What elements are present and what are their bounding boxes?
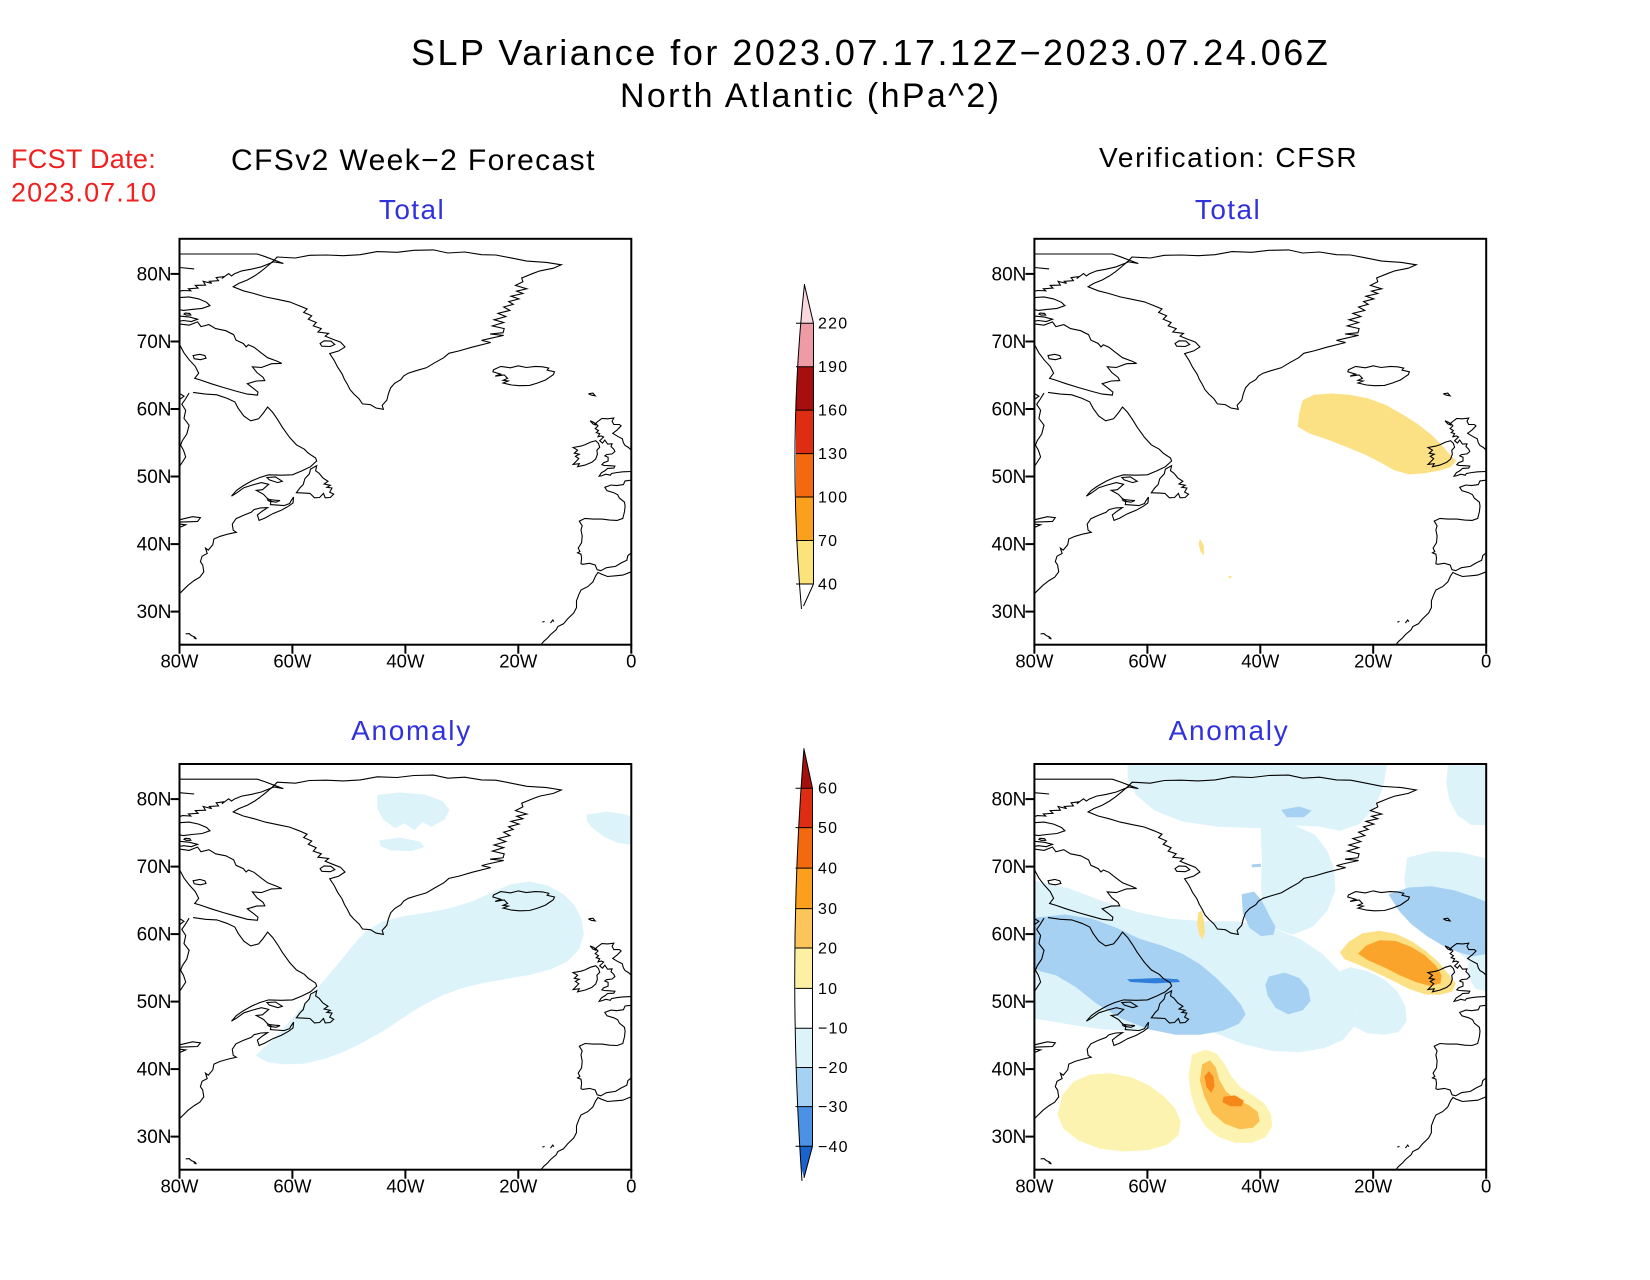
- svg-text:160: 160: [818, 403, 848, 420]
- svg-text:70N: 70N: [992, 857, 1027, 878]
- svg-text:20: 20: [818, 941, 838, 958]
- svg-text:70N: 70N: [137, 332, 172, 353]
- svg-text:60W: 60W: [1128, 651, 1167, 672]
- svg-text:0: 0: [1481, 1176, 1491, 1197]
- svg-text:60N: 60N: [992, 925, 1027, 946]
- svg-text:60W: 60W: [273, 1176, 312, 1197]
- svg-text:80N: 80N: [992, 264, 1027, 285]
- svg-text:40: 40: [818, 577, 838, 594]
- svg-text:80W: 80W: [1015, 1176, 1054, 1197]
- svg-text:60: 60: [818, 781, 838, 798]
- svg-text:40: 40: [818, 861, 838, 878]
- svg-text:50: 50: [818, 820, 838, 837]
- svg-text:40W: 40W: [1241, 651, 1280, 672]
- svg-text:−30: −30: [818, 1099, 849, 1116]
- svg-text:100: 100: [818, 490, 848, 507]
- svg-text:50N: 50N: [992, 467, 1027, 488]
- svg-text:220: 220: [818, 316, 848, 333]
- svg-text:20W: 20W: [499, 651, 538, 672]
- svg-text:Total: Total: [379, 194, 445, 225]
- svg-text:40N: 40N: [992, 1060, 1027, 1081]
- svg-text:70N: 70N: [992, 332, 1027, 353]
- svg-text:40W: 40W: [386, 651, 425, 672]
- svg-text:80N: 80N: [992, 790, 1027, 811]
- svg-text:30N: 30N: [137, 602, 172, 623]
- svg-text:190: 190: [818, 359, 848, 376]
- svg-text:80W: 80W: [160, 651, 199, 672]
- svg-text:60N: 60N: [137, 400, 172, 421]
- svg-text:40W: 40W: [1241, 1176, 1280, 1197]
- svg-text:0: 0: [626, 1176, 636, 1197]
- svg-text:80W: 80W: [1015, 651, 1054, 672]
- svg-text:10: 10: [818, 981, 838, 998]
- svg-text:50N: 50N: [992, 992, 1027, 1013]
- svg-text:50N: 50N: [137, 467, 172, 488]
- svg-text:Verification: CFSR: Verification: CFSR: [1099, 142, 1358, 173]
- svg-text:80W: 80W: [160, 1176, 199, 1197]
- svg-text:30N: 30N: [992, 602, 1027, 623]
- svg-text:−40: −40: [818, 1139, 849, 1156]
- svg-text:CFSv2 Week−2 Forecast: CFSv2 Week−2 Forecast: [231, 144, 596, 177]
- svg-text:20W: 20W: [499, 1176, 538, 1197]
- svg-text:SLP Variance for 2023.07.17.12: SLP Variance for 2023.07.17.12Z−2023.07.…: [411, 32, 1330, 73]
- svg-text:Anomaly: Anomaly: [1169, 715, 1290, 746]
- svg-text:20W: 20W: [1354, 1176, 1393, 1197]
- svg-text:30: 30: [818, 901, 838, 918]
- svg-text:FCST Date:: FCST Date:: [11, 144, 156, 174]
- svg-text:40N: 40N: [137, 1060, 172, 1081]
- svg-text:130: 130: [818, 446, 848, 463]
- svg-text:60W: 60W: [273, 651, 312, 672]
- svg-text:2023.07.10: 2023.07.10: [11, 178, 157, 208]
- svg-text:0: 0: [1481, 651, 1491, 672]
- svg-text:60N: 60N: [137, 925, 172, 946]
- svg-text:Total: Total: [1195, 194, 1261, 225]
- svg-text:30N: 30N: [137, 1127, 172, 1148]
- svg-text:60W: 60W: [1128, 1176, 1167, 1197]
- svg-text:30N: 30N: [992, 1127, 1027, 1148]
- svg-text:−10: −10: [818, 1021, 849, 1038]
- svg-text:0: 0: [626, 651, 636, 672]
- svg-text:Anomaly: Anomaly: [351, 715, 472, 746]
- svg-text:70N: 70N: [137, 857, 172, 878]
- svg-text:−20: −20: [818, 1060, 849, 1077]
- svg-text:60N: 60N: [992, 400, 1027, 421]
- svg-text:20W: 20W: [1354, 651, 1393, 672]
- svg-text:80N: 80N: [137, 790, 172, 811]
- svg-text:80N: 80N: [137, 264, 172, 285]
- svg-text:North Atlantic (hPa^2): North Atlantic (hPa^2): [620, 77, 1001, 115]
- svg-text:40N: 40N: [992, 535, 1027, 556]
- svg-text:70: 70: [818, 533, 838, 550]
- svg-text:50N: 50N: [137, 992, 172, 1013]
- svg-text:40N: 40N: [137, 535, 172, 556]
- svg-text:40W: 40W: [386, 1176, 425, 1197]
